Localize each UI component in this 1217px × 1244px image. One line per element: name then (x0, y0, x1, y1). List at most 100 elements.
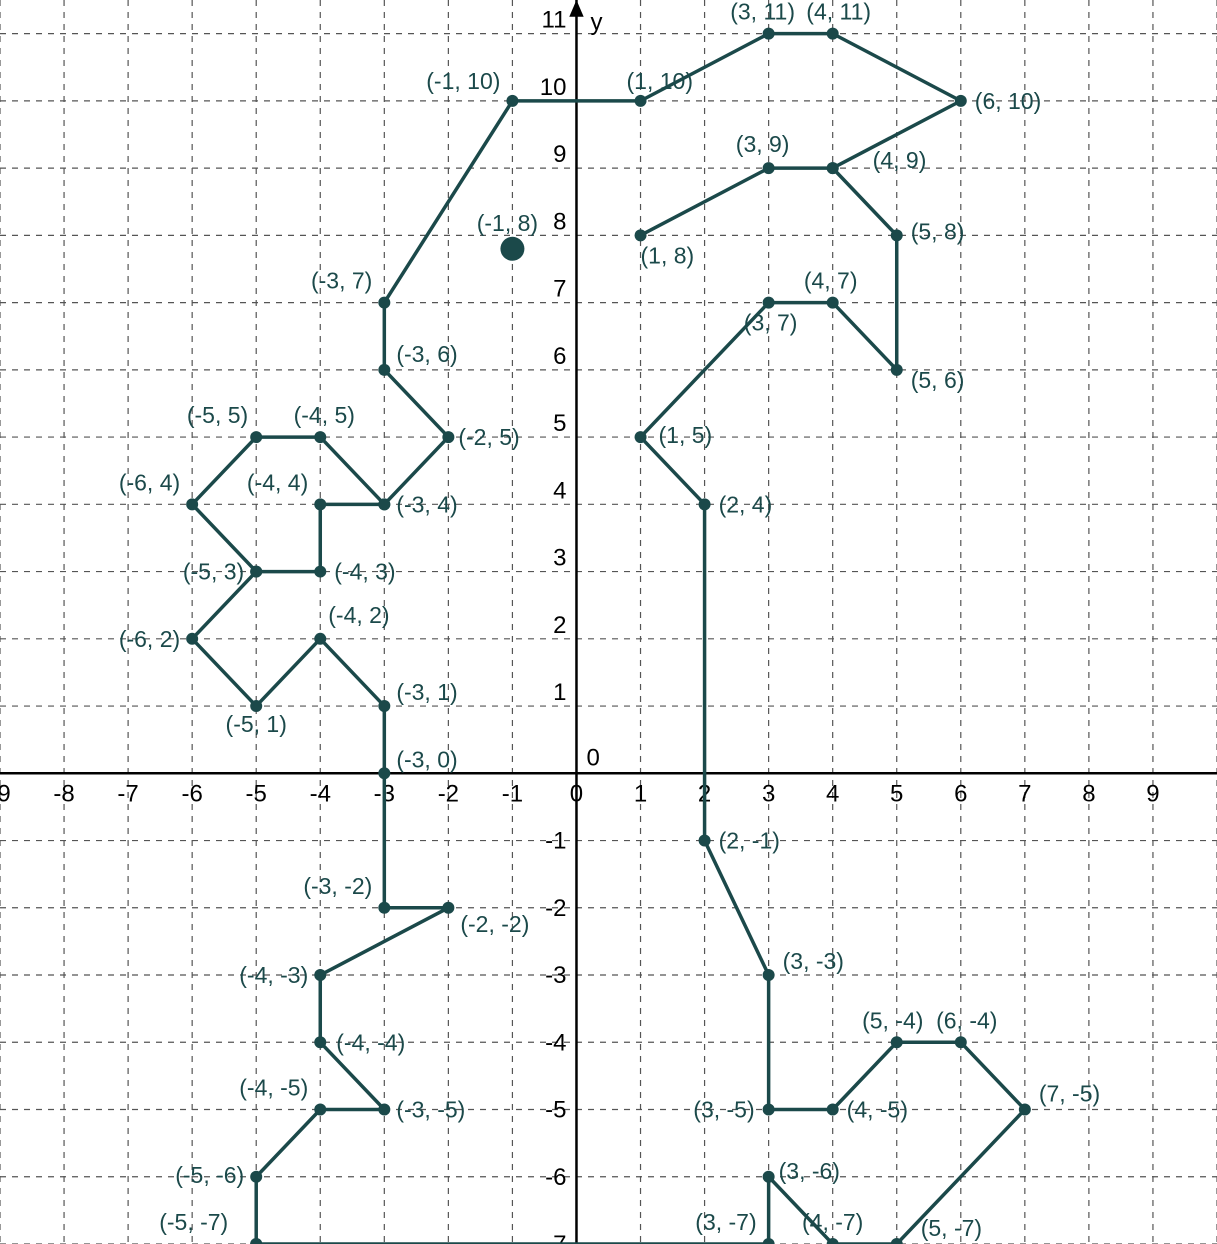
x-tick-label: 0 (570, 780, 583, 807)
x-tick-label: 8 (1082, 780, 1095, 807)
point-label: (-5, 1) (226, 711, 287, 737)
point-label: (6, 10) (975, 88, 1041, 114)
plot-point (699, 835, 711, 847)
point-label: (4, -5) (847, 1097, 908, 1123)
highlight-point (500, 237, 524, 261)
point-label: (3, -6) (779, 1158, 840, 1184)
point-label: (3, 9) (736, 131, 790, 157)
point-label: (6, -4) (936, 1007, 997, 1033)
plot-point (378, 700, 390, 712)
plot-point (1019, 1104, 1031, 1116)
point-label: (4, -7) (802, 1209, 863, 1235)
point-label: (-4, -4) (336, 1029, 405, 1055)
plot-point (763, 297, 775, 309)
y-axis-label: y (590, 9, 602, 36)
x-tick-label: -6 (181, 780, 202, 807)
plot-point (763, 969, 775, 981)
x-tick-label: 6 (954, 780, 967, 807)
plot-point (314, 1036, 326, 1048)
y-tick-label: -7 (545, 1231, 566, 1244)
y-tick-label: -5 (545, 1097, 566, 1124)
point-label: (-5, 3) (183, 559, 244, 585)
x-tick-label: -5 (246, 780, 267, 807)
point-label: (-5, 5) (187, 402, 248, 428)
point-label: (-4, 2) (328, 602, 389, 628)
y-tick-label: -1 (545, 828, 566, 855)
plot-point (378, 902, 390, 914)
x-tick-label: -4 (310, 780, 331, 807)
point-label: (-1, 10) (426, 68, 500, 94)
x-tick-label: -1 (502, 780, 523, 807)
point-label: (-3, -2) (303, 873, 372, 899)
point-label: (-3, 0) (396, 746, 457, 772)
point-label: (3, 11) (730, 0, 795, 25)
plot-point (314, 566, 326, 578)
x-tick-label: 4 (826, 780, 839, 807)
plot-point (250, 431, 262, 443)
point-label: (5, 8) (911, 218, 965, 244)
point-label: (-3, 1) (396, 679, 457, 705)
plot-point (827, 28, 839, 40)
point-label: (4, 11) (806, 0, 871, 25)
y-tick-label: 1 (553, 679, 566, 706)
plot-point (763, 1171, 775, 1183)
x-tick-label: -8 (53, 780, 74, 807)
y-tick-label: -4 (545, 1029, 566, 1056)
point-label: (-4, -3) (239, 962, 308, 988)
plot-point (378, 1104, 390, 1116)
y-tick-label: 11 (542, 7, 567, 34)
plot-point (955, 95, 967, 107)
plot-point (827, 162, 839, 174)
y-tick-label: 7 (553, 276, 566, 303)
plot-point (314, 633, 326, 645)
plot-point (378, 364, 390, 376)
x-tick-label: 5 (890, 780, 903, 807)
point-label: (1, 5) (659, 422, 713, 448)
x-tick-label: 1 (634, 780, 647, 807)
point-label: (1, 10) (627, 68, 693, 94)
plot-point (442, 431, 454, 443)
point-label: (-3, 4) (396, 491, 457, 517)
point-label: (-4, 5) (294, 402, 355, 428)
point-label: (-5, -7) (159, 1209, 228, 1235)
point-label: (2, 4) (719, 491, 773, 517)
plot-point (506, 95, 518, 107)
x-tick-label: -7 (117, 780, 138, 807)
point-label: (-4, 4) (247, 469, 308, 495)
x-tick-label: 7 (1018, 780, 1031, 807)
point-label: (-4, -5) (239, 1075, 308, 1101)
point-label: (3, 7) (744, 310, 798, 336)
plot-point (378, 767, 390, 779)
plot-point (955, 1036, 967, 1048)
plot-point (635, 95, 647, 107)
plot-point (186, 498, 198, 510)
plot-point (891, 229, 903, 241)
point-label: (-1, 8) (477, 210, 538, 236)
plot-point (635, 431, 647, 443)
y-tick-label: -3 (545, 962, 566, 989)
y-tick-label: -6 (545, 1164, 566, 1191)
plot-point (442, 902, 454, 914)
y-tick-label: 3 (553, 545, 566, 572)
point-label: (-3, 6) (396, 341, 457, 367)
plot-point (891, 364, 903, 376)
point-label: (3, -3) (783, 948, 844, 974)
point-label: (3, -7) (695, 1209, 756, 1235)
x-tick-label: -2 (438, 780, 459, 807)
x-tick-label: 3 (762, 780, 775, 807)
plot-point (250, 1171, 262, 1183)
point-label: (3, -5) (693, 1097, 754, 1123)
point-label: (-3, -5) (396, 1097, 465, 1123)
point-label: (-5, -6) (175, 1162, 244, 1188)
plot-point (763, 162, 775, 174)
y-tick-label: 8 (553, 208, 566, 235)
point-label: (5, 6) (911, 367, 965, 393)
plot-point (314, 431, 326, 443)
y-tick-label: 10 (540, 74, 567, 101)
point-label: (-6, 4) (119, 469, 180, 495)
plot-point (763, 28, 775, 40)
y-tick-label: 4 (553, 477, 566, 504)
x-tick-label: 9 (1146, 780, 1159, 807)
plot-point (314, 969, 326, 981)
point-label: (-2, 5) (458, 424, 519, 450)
